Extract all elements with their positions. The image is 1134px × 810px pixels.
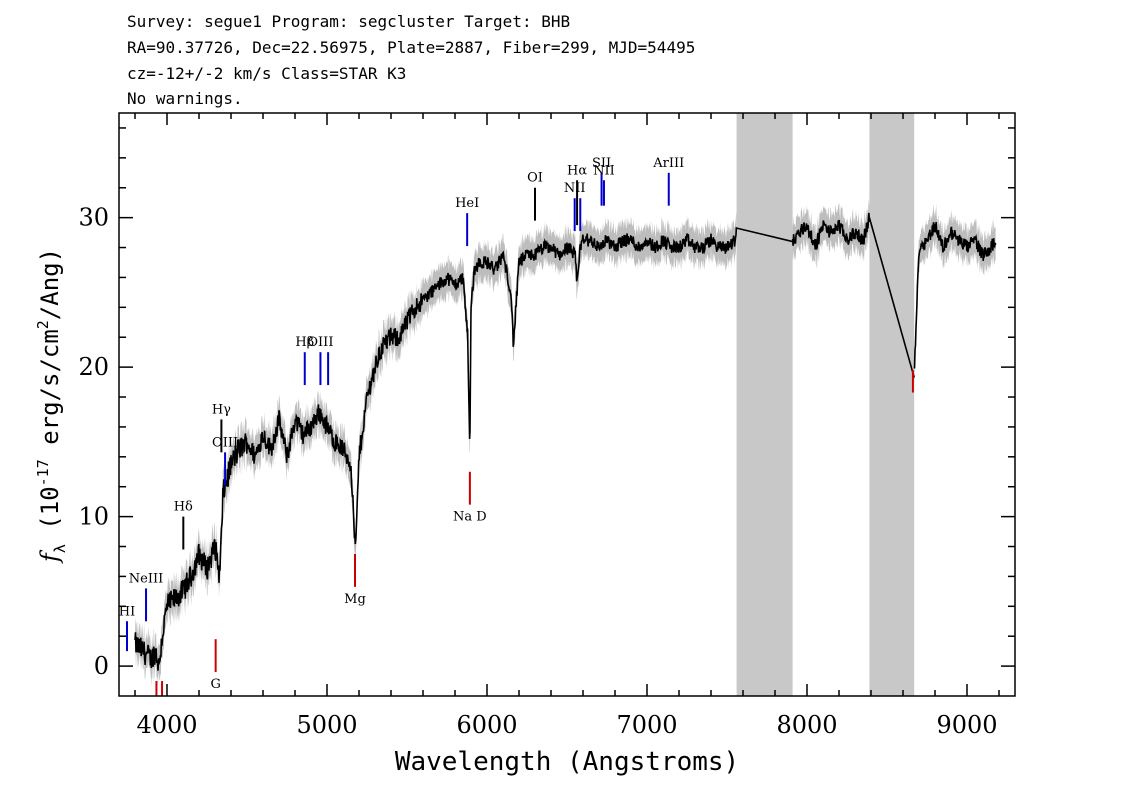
error-band-1 (135, 211, 737, 687)
line-marker-label: HeI (455, 196, 479, 211)
line-marker-label: Na D (453, 510, 487, 525)
line-marker-label: Hβ (295, 335, 314, 350)
flux-line-segment-2 (791, 212, 871, 250)
line-marker-label: OI (527, 171, 543, 186)
y-tick-label: 10 (78, 503, 109, 531)
line-marker-label: ArIII (652, 156, 684, 171)
x-tick-label: 9000 (936, 711, 997, 739)
x-axis-label: Wavelength (Angstroms) (395, 747, 739, 777)
flux-series (134, 212, 997, 671)
masked-interp-line-1 (736, 227, 793, 243)
line-marker-label: G (210, 677, 220, 692)
masked-region-1 (736, 113, 793, 696)
svg-text:fλ (10-17 erg/s/cm2/Ang): fλ (10-17 erg/s/cm2/Ang) (34, 248, 69, 564)
x-tick-label: 6000 (456, 711, 517, 739)
x-tick-label: 4000 (136, 711, 197, 739)
error-band-3 (914, 203, 996, 388)
plot-frame (118, 112, 1016, 697)
line-marker-label: HI (119, 604, 135, 619)
flux-line-segment-3 (913, 221, 997, 369)
header-line-1: Survey: segue1 Program: segcluster Targe… (127, 12, 570, 31)
header-line-4: No warnings. (127, 89, 243, 108)
y-axis-label: fλ (10-17 erg/s/cm2/Ang) (34, 248, 69, 564)
line-marker-label: Hα (567, 163, 587, 178)
line-marker-label: OIII (212, 435, 238, 450)
y-tick-label: 30 (78, 204, 109, 232)
masked-region-2 (869, 113, 915, 696)
line-marker-label: OIII (307, 335, 333, 350)
header-line-3: cz=-12+/-2 km/s Class=STAR K3 (127, 64, 406, 83)
flux-line-segment-1 (134, 227, 738, 671)
line-marker-label: NeIII (129, 571, 163, 586)
y-tick-label: 0 (94, 652, 109, 680)
y-tick-label: 20 (78, 353, 109, 381)
flux-error-band (135, 199, 996, 687)
x-tick-label: 5000 (296, 711, 357, 739)
line-marker-label: Mg (344, 592, 366, 607)
axis-ticks: 4000 5000 6000 7000 8000 9000 0 10 20 30 (78, 113, 1015, 739)
header-line-2: RA=90.37726, Dec=22.56975, Plate=2887, F… (127, 38, 695, 57)
line-marker-label: NII (593, 163, 615, 178)
x-tick-label: 8000 (776, 711, 837, 739)
masked-interp-line-2 (868, 217, 915, 378)
line-marker-label: Hγ (212, 402, 231, 417)
x-tick-label: 7000 (616, 711, 677, 739)
masked-regions (736, 113, 915, 696)
line-marker-label: NII (564, 181, 586, 196)
error-band-2 (792, 199, 870, 269)
line-marker-label: Hδ (174, 500, 193, 515)
line-marker-label: SII (592, 156, 611, 171)
